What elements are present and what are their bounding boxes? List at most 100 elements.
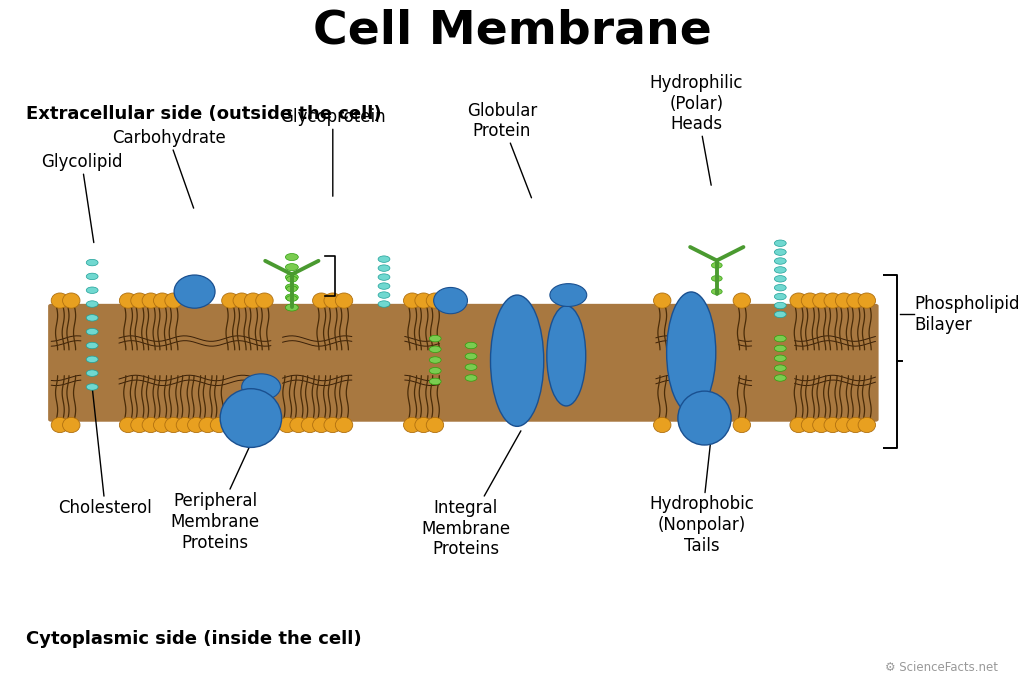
Ellipse shape: [324, 417, 341, 433]
Ellipse shape: [62, 417, 80, 433]
Ellipse shape: [86, 301, 98, 307]
Ellipse shape: [774, 311, 786, 318]
Ellipse shape: [86, 342, 98, 349]
Ellipse shape: [836, 417, 853, 433]
Text: Hydrophilic
(Polar)
Heads: Hydrophilic (Polar) Heads: [649, 74, 743, 185]
Ellipse shape: [210, 417, 227, 433]
Ellipse shape: [653, 417, 671, 433]
Ellipse shape: [378, 292, 390, 299]
Ellipse shape: [678, 391, 731, 445]
Ellipse shape: [774, 365, 786, 371]
Text: Peripheral
Membrane
Proteins: Peripheral Membrane Proteins: [170, 446, 260, 551]
Ellipse shape: [774, 276, 786, 282]
Ellipse shape: [733, 293, 751, 308]
Ellipse shape: [824, 293, 842, 308]
Ellipse shape: [712, 263, 722, 268]
Ellipse shape: [233, 293, 251, 308]
Ellipse shape: [813, 417, 830, 433]
Ellipse shape: [836, 293, 853, 308]
Ellipse shape: [165, 293, 182, 308]
Ellipse shape: [86, 259, 98, 266]
Ellipse shape: [131, 293, 148, 308]
Ellipse shape: [335, 417, 352, 433]
Ellipse shape: [712, 276, 722, 281]
Ellipse shape: [426, 417, 443, 433]
Ellipse shape: [378, 283, 390, 290]
Ellipse shape: [256, 293, 273, 308]
Ellipse shape: [429, 368, 441, 374]
Ellipse shape: [429, 346, 441, 352]
Ellipse shape: [287, 286, 297, 292]
Ellipse shape: [62, 293, 80, 308]
Ellipse shape: [378, 274, 390, 281]
Ellipse shape: [286, 264, 298, 271]
Text: Globular
Protein: Globular Protein: [467, 102, 537, 198]
Ellipse shape: [802, 293, 819, 308]
Ellipse shape: [154, 293, 171, 308]
Text: Cholesterol: Cholesterol: [58, 390, 153, 517]
FancyBboxPatch shape: [48, 304, 879, 422]
Ellipse shape: [242, 374, 281, 400]
Text: Cytoplasmic side (inside the cell): Cytoplasmic side (inside the cell): [26, 630, 361, 648]
Ellipse shape: [547, 305, 586, 406]
Ellipse shape: [733, 417, 751, 433]
Ellipse shape: [378, 256, 390, 263]
Ellipse shape: [199, 417, 216, 433]
Ellipse shape: [154, 417, 171, 433]
Ellipse shape: [378, 265, 390, 272]
Ellipse shape: [86, 384, 98, 390]
Ellipse shape: [712, 289, 722, 294]
Ellipse shape: [86, 314, 98, 321]
Ellipse shape: [774, 302, 786, 309]
Ellipse shape: [774, 249, 786, 256]
Ellipse shape: [290, 417, 307, 433]
Ellipse shape: [287, 276, 297, 282]
Ellipse shape: [434, 287, 467, 314]
Ellipse shape: [847, 293, 864, 308]
Ellipse shape: [774, 355, 786, 361]
Ellipse shape: [301, 417, 318, 433]
Ellipse shape: [802, 417, 819, 433]
Ellipse shape: [312, 293, 330, 308]
Ellipse shape: [847, 417, 864, 433]
Text: ⚙ ScienceFacts.net: ⚙ ScienceFacts.net: [886, 661, 998, 674]
Ellipse shape: [287, 296, 297, 301]
Ellipse shape: [286, 274, 298, 281]
Ellipse shape: [429, 335, 441, 342]
Ellipse shape: [131, 417, 148, 433]
Ellipse shape: [667, 292, 716, 413]
Ellipse shape: [824, 417, 842, 433]
Ellipse shape: [790, 293, 807, 308]
Ellipse shape: [165, 417, 182, 433]
Ellipse shape: [120, 293, 137, 308]
Text: Integral
Membrane
Proteins: Integral Membrane Proteins: [421, 431, 521, 558]
Ellipse shape: [429, 357, 441, 363]
Ellipse shape: [774, 267, 786, 273]
Ellipse shape: [187, 417, 205, 433]
Ellipse shape: [774, 375, 786, 381]
Ellipse shape: [790, 417, 807, 433]
Ellipse shape: [86, 356, 98, 363]
Ellipse shape: [51, 293, 69, 308]
Ellipse shape: [429, 378, 441, 385]
Ellipse shape: [86, 370, 98, 377]
Ellipse shape: [403, 293, 421, 308]
Ellipse shape: [279, 417, 296, 433]
Text: Extracellular side (outside the cell): Extracellular side (outside the cell): [26, 105, 381, 123]
Text: Phospholipid
Bilayer: Phospholipid Bilayer: [914, 295, 1020, 334]
Ellipse shape: [858, 293, 876, 308]
Ellipse shape: [465, 342, 477, 349]
Ellipse shape: [176, 417, 194, 433]
Ellipse shape: [142, 293, 160, 308]
Ellipse shape: [86, 273, 98, 280]
Ellipse shape: [286, 284, 298, 291]
Ellipse shape: [403, 417, 421, 433]
Ellipse shape: [221, 293, 239, 308]
Ellipse shape: [465, 353, 477, 359]
Ellipse shape: [286, 294, 298, 301]
Ellipse shape: [86, 287, 98, 294]
Text: Carbohydrate: Carbohydrate: [112, 129, 226, 208]
Text: Glycolipid: Glycolipid: [41, 153, 123, 243]
Ellipse shape: [312, 417, 330, 433]
Ellipse shape: [813, 293, 830, 308]
